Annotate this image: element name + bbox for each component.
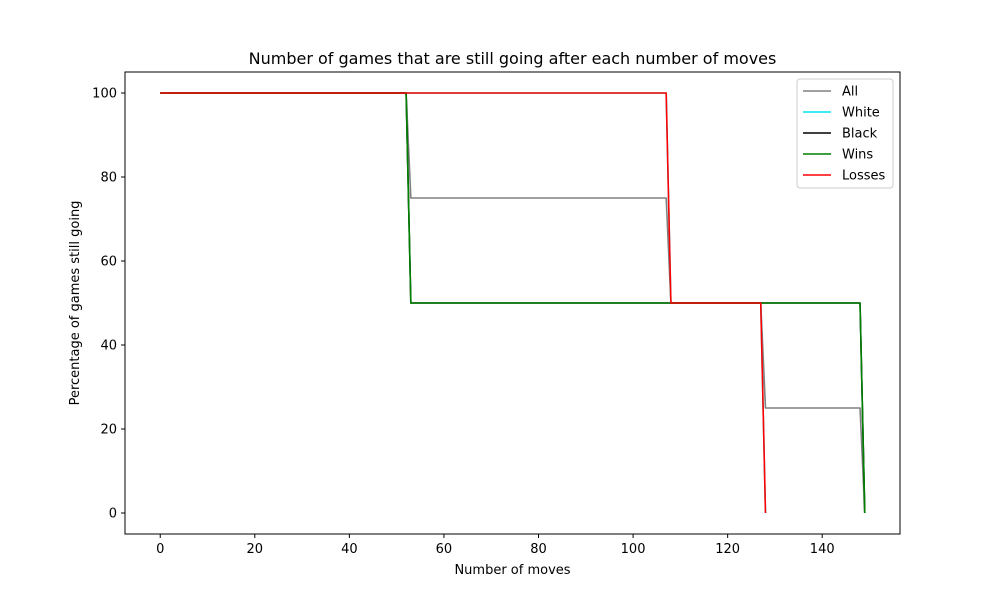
x-axis-label: Number of moves [454, 563, 570, 578]
y-tick-label: 60 [100, 255, 117, 270]
y-tick-label: 100 [92, 87, 117, 102]
legend-label: Black [842, 127, 878, 142]
x-axis: 0 20 40 60 80 100 120 140 [156, 534, 835, 557]
legend-box [796, 78, 894, 189]
legend: All White Black Wins Losses [796, 78, 894, 189]
legend-label: Losses [842, 169, 886, 184]
y-tick-label: 0 [109, 507, 117, 522]
x-tick-label: 60 [436, 542, 453, 557]
x-tick-label: 0 [156, 542, 164, 557]
y-tick-label: 40 [100, 339, 117, 354]
legend-label: White [842, 106, 880, 121]
x-tick-label: 40 [341, 542, 358, 557]
y-tick-label: 80 [100, 171, 117, 186]
x-tick-label: 20 [247, 542, 264, 557]
plot-frame [124, 71, 901, 535]
x-tick-label: 80 [530, 542, 547, 557]
x-tick-label: 140 [810, 542, 835, 557]
x-tick-label: 120 [715, 542, 740, 557]
legend-label: Wins [842, 148, 873, 163]
y-tick-label: 20 [100, 423, 117, 438]
legend-label: All [842, 85, 858, 100]
plot-area [160, 92, 866, 514]
chart-title: Number of games that are still going aft… [249, 49, 777, 68]
x-tick-label: 100 [621, 542, 646, 557]
y-axis-label: Percentage of games still going [68, 201, 83, 406]
series-line-losses [160, 92, 767, 514]
y-axis: 0 20 40 60 80 100 [92, 87, 125, 522]
